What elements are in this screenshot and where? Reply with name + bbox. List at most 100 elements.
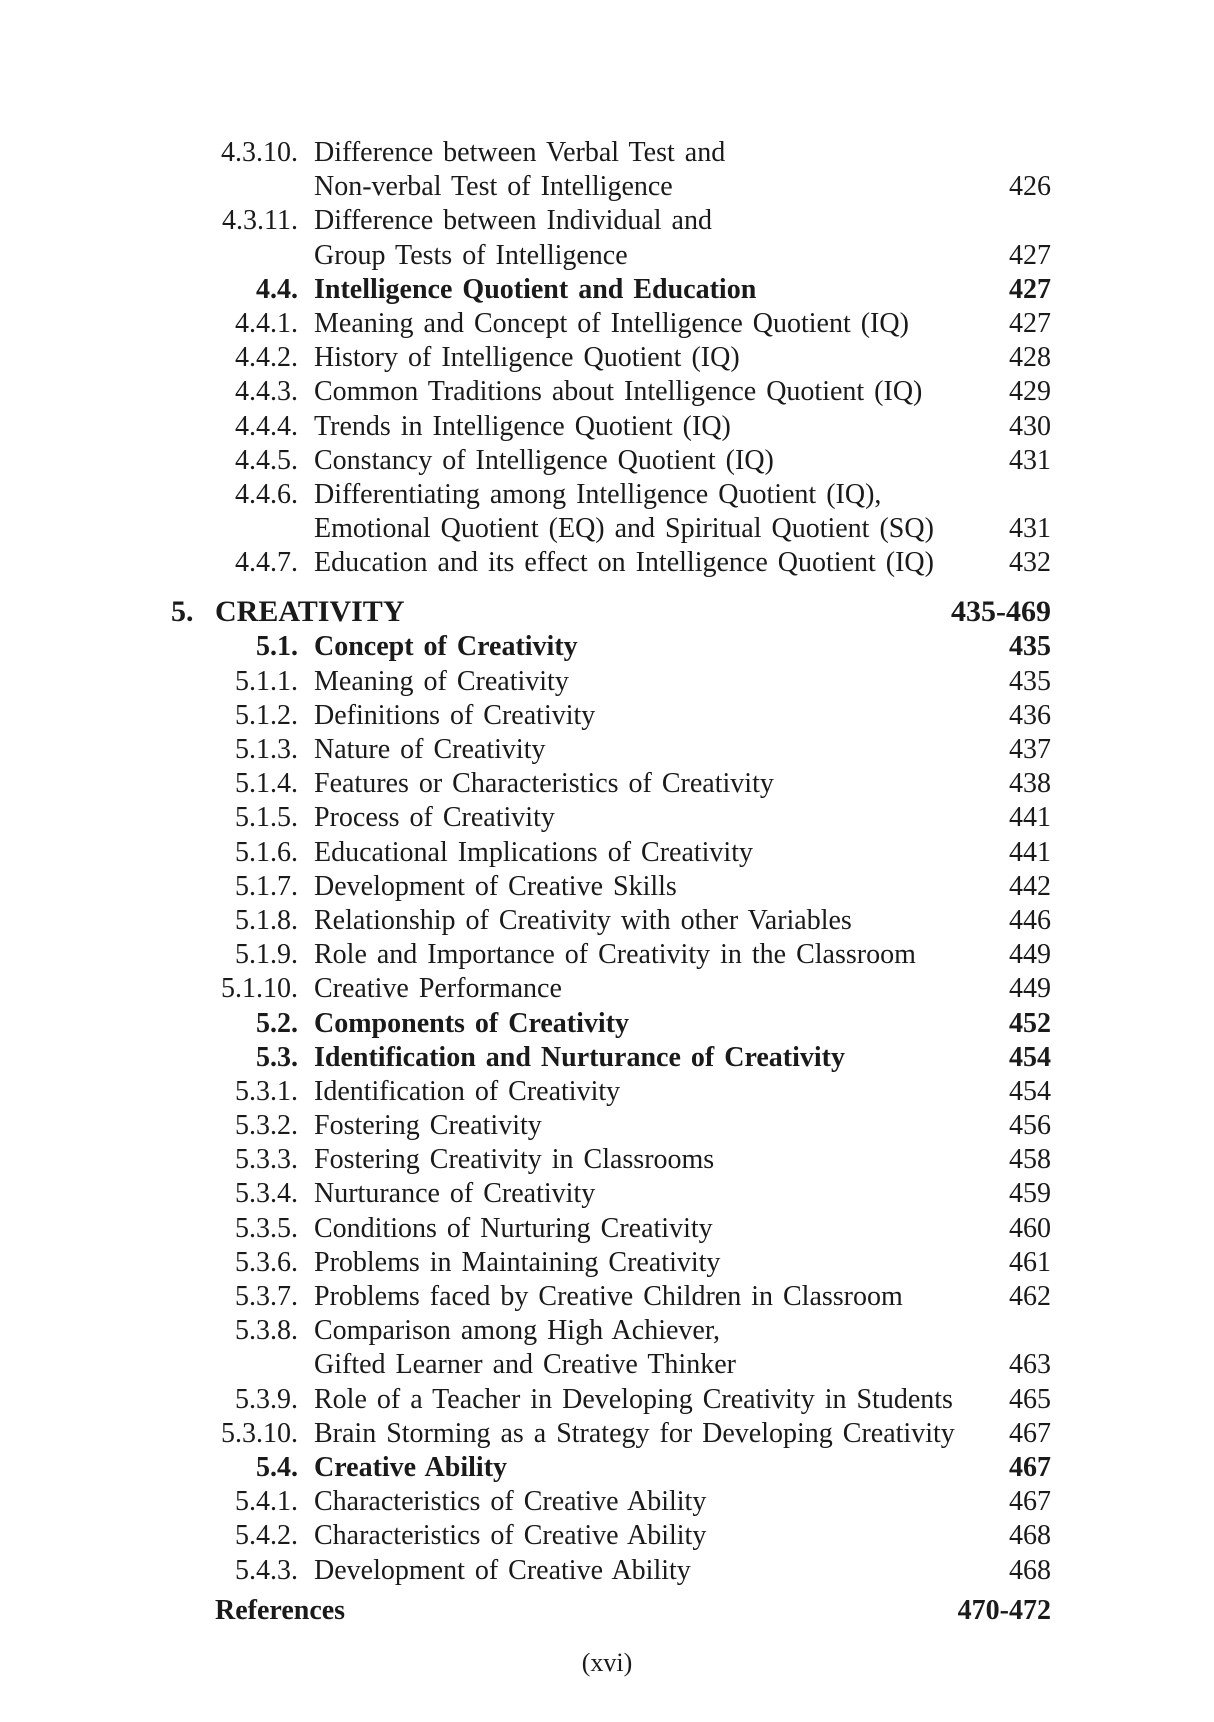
toc-entry[interactable]: 5.1.7. Development of Creative Skills 442 (0, 870, 1214, 904)
toc-entry[interactable]: 5.4.2. Characteristics of Creative Abilit… (0, 1519, 1214, 1553)
entry-title: Development of Creative Ability (314, 1554, 691, 1586)
entry-number: 4.4.5. (235, 444, 298, 476)
entry-number: 4.4.1. (235, 307, 298, 339)
toc-entry[interactable]: 4.4.4. Trends in Intelligence Quotient (I… (0, 410, 1214, 444)
toc-entry[interactable]: 4.3.11. Difference between Individual and (0, 204, 1214, 238)
entry-page: 438 (1009, 768, 1051, 800)
toc-entry-continuation[interactable]: Emotional Quotient (EQ) and Spiritual Qu… (0, 512, 1214, 546)
toc-entry-continuation[interactable]: Group Tests of Intelligence 427 (0, 239, 1214, 273)
toc-entry[interactable]: 5.1.3. Nature of Creativity 437 (0, 733, 1214, 767)
toc-entry[interactable]: 4.3.10. Difference between Verbal Test an… (0, 136, 1214, 170)
toc-entry[interactable]: 4.4.7. Education and its effect on Intell… (0, 546, 1214, 580)
entry-page: 435 (1009, 631, 1051, 663)
entry-title: Characteristics of Creative Ability (314, 1486, 707, 1518)
chapter-number: 5. (171, 595, 194, 629)
toc-entry[interactable]: 5.3.5. Conditions of Nurturing Creativity… (0, 1212, 1214, 1246)
toc-entry[interactable]: 5.1.5. Process of Creativity 441 (0, 801, 1214, 835)
entry-title: Conditions of Nurturing Creativity (314, 1212, 713, 1244)
toc-entry[interactable]: 5.4.1. Characteristics of Creative Abilit… (0, 1485, 1214, 1519)
entry-number: 5.1.1. (235, 665, 298, 697)
entry-page: 441 (1009, 836, 1051, 868)
entry-title: Meaning of Creativity (314, 665, 569, 697)
toc-entry-continuation[interactable]: Non-verbal Test of Intelligence 426 (0, 170, 1214, 204)
toc-entry[interactable]: 5.4. Creative Ability 467 (0, 1451, 1214, 1485)
toc-entry[interactable]: 5.3.4. Nurturance of Creativity 459 (0, 1177, 1214, 1211)
entry-number: 5.1.8. (235, 904, 298, 936)
entry-page: 442 (1009, 870, 1051, 902)
toc-entry[interactable]: 5.1.1. Meaning of Creativity 435 (0, 665, 1214, 699)
toc-entry[interactable]: 5.1.6. Educational Implications of Creati… (0, 836, 1214, 870)
toc-entry[interactable]: 4.4.1. Meaning and Concept of Intelligenc… (0, 307, 1214, 341)
chapter-5-entries: 5.1. Concept of Creativity 435 5.1.1. Meanin… (0, 630, 1214, 1587)
entry-number: 5.1. (256, 631, 298, 663)
entry-number: 5.4.3. (235, 1554, 298, 1586)
chapter-title: CREATIVITY (215, 595, 405, 629)
toc-entry[interactable]: 4.4.5. Constancy of Intelligence Quotient… (0, 444, 1214, 478)
entry-title: Creative Performance (314, 973, 562, 1005)
toc-entry[interactable]: 5.3.3. Fostering Creativity in Classrooms… (0, 1143, 1214, 1177)
references-title: References (215, 1594, 346, 1626)
entry-number: 5.4.1. (235, 1486, 298, 1518)
toc-entry-continuation[interactable]: Gifted Learner and Creative Thinker 463 (0, 1348, 1214, 1382)
table-of-contents: 4.3.10. Difference between Verbal Test an… (0, 136, 1214, 1628)
toc-entry[interactable]: 5.3.8. Comparison among High Achiever, (0, 1314, 1214, 1348)
toc-entry[interactable]: 5.3.6. Problems in Maintaining Creativity… (0, 1246, 1214, 1280)
entry-number: 5.4.2. (235, 1520, 298, 1552)
entry-page: 463 (1009, 1349, 1051, 1381)
references-entry[interactable]: References 470-472 (0, 1594, 1214, 1628)
entry-title: Trends in Intelligence Quotient (IQ) (314, 410, 731, 442)
entry-title: Fostering Creativity (314, 1110, 542, 1142)
entry-number: 4.4.6. (235, 478, 298, 510)
toc-entry[interactable]: 5.1.2. Definitions of Creativity 436 (0, 699, 1214, 733)
toc-entry[interactable]: 5.2. Components of Creativity 452 (0, 1007, 1214, 1041)
toc-entry[interactable]: 4.4.2. History of Intelligence Quotient (… (0, 341, 1214, 375)
entry-page: 437 (1009, 734, 1051, 765)
toc-entry[interactable]: 5.3.9. Role of a Teacher in Developing Cr… (0, 1383, 1214, 1417)
entry-number: 5.2. (256, 1007, 298, 1039)
toc-entry[interactable]: 5.3. Identification and Nurturance of Cre… (0, 1041, 1214, 1075)
toc-entry[interactable]: 5.1.10. Creative Performance 449 (0, 972, 1214, 1006)
entry-page: 456 (1009, 1110, 1051, 1142)
toc-entry[interactable]: 5.1. Concept of Creativity 435 (0, 630, 1214, 664)
entry-page: 428 (1009, 342, 1051, 374)
toc-entry[interactable]: 5.3.2. Fostering Creativity 456 (0, 1109, 1214, 1143)
entry-page: 431 (1009, 513, 1051, 545)
toc-entry[interactable]: 5.3.7. Problems faced by Creative Childre… (0, 1280, 1214, 1314)
chapter-heading[interactable]: 5. CREATIVITY 435-469 (0, 594, 1214, 630)
toc-entry[interactable]: 5.1.9. Role and Importance of Creativity … (0, 938, 1214, 972)
toc-entry[interactable]: 5.4.3. Development of Creative Ability 468 (0, 1554, 1214, 1588)
entry-number: 5.1.6. (235, 836, 298, 868)
entry-title: Role of a Teacher in Developing Creativi… (314, 1383, 953, 1415)
toc-entry[interactable]: 5.1.4. Features or Characteristics of Cre… (0, 767, 1214, 801)
entry-title: Difference between Verbal Test and (314, 137, 726, 168)
toc-entry[interactable]: 5.1.8. Relationship of Creativity with ot… (0, 904, 1214, 938)
entry-title: Common Traditions about Intelligence Quo… (314, 376, 923, 408)
entry-page: 461 (1009, 1246, 1051, 1278)
toc-entry[interactable]: 5.3.10. Brain Storming as a Strategy for … (0, 1417, 1214, 1451)
entry-title: Relationship of Creativity with other Va… (314, 904, 852, 936)
toc-entry[interactable]: 4.4.3. Common Traditions about Intelligen… (0, 375, 1214, 409)
entry-number: 4.4.2. (235, 342, 298, 374)
entry-number: 5.1.9. (235, 939, 298, 971)
entry-page: 426 (1009, 171, 1051, 203)
toc-entry[interactable]: 5.3.1. Identification of Creativity 454 (0, 1075, 1214, 1109)
toc-entry[interactable]: 4.4.6. Differentiating among Intelligence… (0, 478, 1214, 512)
entry-page: 468 (1009, 1520, 1051, 1552)
entry-number: 5.1.3. (235, 734, 298, 765)
entry-title: Educational Implications of Creativity (314, 836, 753, 868)
chapter-pages: 435-469 (951, 595, 1051, 629)
toc-entry[interactable]: 4.4. Intelligence Quotient and Education 4… (0, 273, 1214, 307)
entry-page: 441 (1009, 802, 1051, 834)
entry-title: Intelligence Quotient and Education (314, 273, 757, 305)
entry-page: 465 (1009, 1383, 1051, 1415)
entry-number: 5.4. (256, 1451, 298, 1483)
entry-number: 5.3.6. (235, 1246, 298, 1278)
entry-number: 5.3.8. (235, 1315, 298, 1347)
entry-number: 5.3.3. (235, 1144, 298, 1176)
entry-page: 462 (1009, 1281, 1051, 1312)
entry-page: 429 (1009, 376, 1051, 408)
entry-title: Fostering Creativity in Classrooms (314, 1144, 715, 1176)
entry-number: 4.4.4. (235, 410, 298, 442)
entry-title: Features or Characteristics of Creativit… (314, 768, 774, 800)
entry-title: Meaning and Concept of Intelligence Quot… (314, 307, 909, 339)
